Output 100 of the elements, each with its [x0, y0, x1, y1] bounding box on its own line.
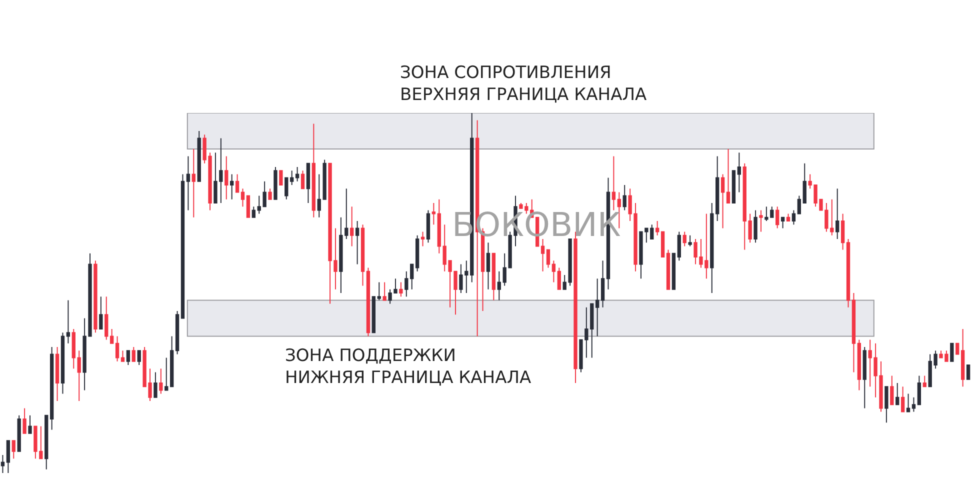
candlestick — [159, 368, 163, 394]
candlestick — [622, 184, 626, 211]
candlestick — [175, 310, 180, 355]
candlestick — [716, 156, 720, 222]
candlestick — [836, 188, 840, 240]
candlestick — [666, 249, 670, 290]
candlestick — [60, 332, 65, 394]
candlestick — [312, 123, 316, 218]
candlestick — [900, 386, 905, 412]
candlestick — [99, 296, 103, 330]
candlestick — [540, 238, 545, 272]
candlestick — [197, 130, 201, 182]
candlestick — [104, 296, 108, 340]
candlestick — [366, 267, 370, 337]
candlestick — [404, 270, 408, 298]
candlestick — [355, 220, 360, 265]
candlestick — [780, 216, 785, 229]
candlestick — [682, 231, 686, 247]
candlestick — [22, 408, 26, 434]
candlestick — [77, 350, 81, 402]
candlestick — [415, 234, 420, 272]
candlestick — [120, 350, 125, 362]
candlestick — [164, 357, 168, 391]
candlestick — [776, 206, 780, 229]
candlestick — [279, 170, 283, 186]
candlestick — [497, 270, 501, 301]
candlestick — [0, 454, 5, 473]
candlestick — [797, 195, 801, 214]
candlestick — [252, 206, 256, 218]
candlestick — [295, 166, 300, 182]
candlestick — [126, 350, 130, 366]
candlestick — [6, 440, 10, 473]
candlestick — [110, 328, 114, 344]
candlestick — [960, 328, 965, 388]
band-label: ЗОНА ПОДДЕРЖКИ НИЖНЯЯ ГРАНИЦА КАНАЛА — [285, 346, 532, 388]
candlestick — [72, 328, 76, 370]
candlestick — [290, 170, 294, 186]
candlestick — [115, 336, 120, 362]
candlestick — [230, 174, 234, 200]
candlestick — [896, 382, 900, 406]
candlestick — [720, 174, 725, 229]
candlestick — [437, 198, 441, 254]
candlestick — [759, 210, 763, 232]
candlestick — [840, 213, 845, 250]
candlestick — [300, 170, 305, 190]
candlestick — [235, 174, 240, 193]
candlestick — [710, 202, 714, 294]
candlestick — [192, 148, 196, 218]
candlestick — [66, 300, 70, 344]
candlestick — [656, 220, 660, 236]
candlestick — [55, 346, 60, 402]
candlestick — [426, 210, 430, 244]
candlestick — [677, 231, 681, 262]
candlestick — [50, 346, 54, 430]
candlestick — [180, 174, 185, 319]
candlestick — [12, 440, 16, 460]
candlestick — [912, 396, 916, 412]
candlestick — [432, 202, 436, 226]
candlestick — [862, 346, 866, 409]
candlestick — [546, 249, 550, 268]
candlestick — [732, 170, 736, 204]
candlestick — [786, 213, 790, 222]
candlestick — [966, 364, 970, 380]
candlestick — [612, 156, 616, 211]
candlestick — [377, 282, 381, 301]
candlestick — [284, 177, 288, 200]
candlestick — [857, 339, 862, 391]
candlestick — [557, 267, 561, 290]
candlestick — [595, 278, 600, 337]
candlestick — [372, 296, 376, 334]
candlestick — [399, 282, 403, 298]
candlestick — [792, 210, 796, 226]
candlestick — [956, 342, 960, 355]
band-label: ЗОНА СОПРОТИВЛЕНИЯ ВЕРХНЯЯ ГРАНИЦА КАНАЛА — [400, 63, 647, 106]
candlestick — [672, 252, 676, 290]
candlestick — [950, 342, 954, 362]
candlestick — [306, 162, 310, 204]
candlestick — [492, 252, 496, 301]
candlestick — [486, 242, 490, 290]
candlestick — [906, 393, 910, 412]
candlestick — [170, 336, 174, 388]
candlestick — [726, 148, 730, 204]
candlestick — [274, 166, 278, 200]
candlestick — [754, 210, 758, 244]
candlestick — [922, 375, 926, 388]
candlestick — [884, 386, 888, 424]
candlestick — [688, 234, 692, 247]
candlestick — [660, 231, 665, 258]
candlestick — [802, 162, 806, 204]
candlestick — [246, 195, 250, 218]
candlestick — [420, 231, 425, 247]
candlestick — [552, 260, 556, 283]
candlestick — [240, 188, 245, 208]
candlestick — [44, 414, 48, 470]
candlestick — [154, 372, 158, 398]
candlestick — [410, 264, 414, 290]
candlestick — [28, 414, 32, 434]
candlestick — [360, 224, 365, 286]
candlestick — [737, 152, 741, 193]
candlestick — [137, 350, 141, 366]
